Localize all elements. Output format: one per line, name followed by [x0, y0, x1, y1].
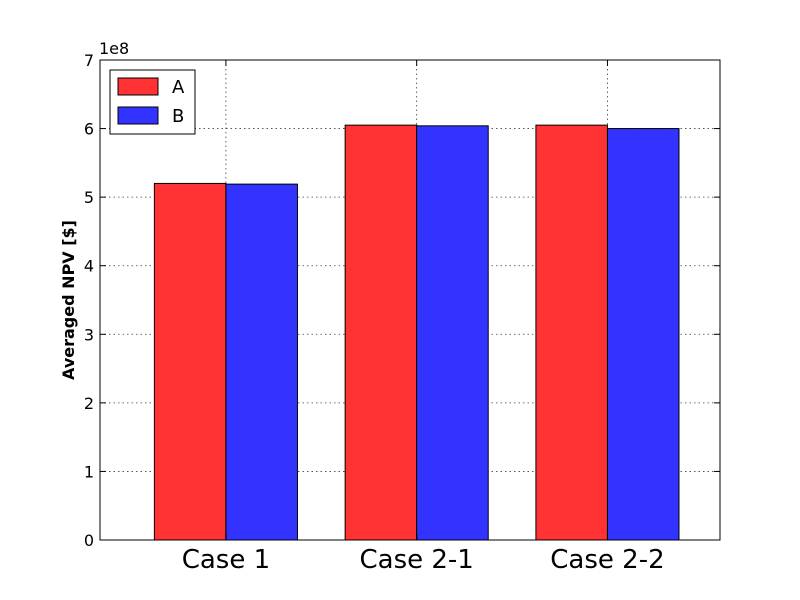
y-tick-label: 5 [84, 188, 94, 207]
legend-swatch-a [117, 77, 159, 96]
y-axis-label: Averaged NPV [$] [59, 220, 78, 380]
legend-label-a: A [172, 77, 185, 98]
x-category-label: Case 1 [182, 545, 270, 575]
legend-swatch-b [117, 106, 159, 125]
y-tick-label: 2 [84, 394, 94, 413]
y-tick-label: 7 [84, 51, 94, 70]
ticks-layer: 0 1 2 3 4 5 6 7 Case 1 Case 2-1 Case 2-2 [84, 51, 720, 575]
bars-layer [153, 124, 680, 541]
bar-a-3 [535, 124, 608, 541]
y-tick-label: 3 [84, 325, 94, 344]
plot-frame [99, 59, 721, 541]
bar-a-2 [344, 124, 418, 541]
x-category-label: Case 2-2 [550, 545, 664, 575]
y-tick-label: 0 [84, 531, 94, 550]
legend: A B [109, 69, 196, 135]
bar-b-1 [225, 183, 298, 541]
y-tick-label: 6 [84, 120, 94, 139]
y-tick-label: 4 [84, 257, 94, 276]
y-tick-label: 1 [84, 462, 94, 481]
legend-label-b: B [172, 106, 184, 127]
bar-b-2 [416, 125, 489, 541]
y-offset-label: 1e8 [99, 39, 129, 58]
x-category-label: Case 2-1 [359, 545, 473, 575]
bar-b-3 [606, 128, 680, 541]
bar-a-1 [153, 182, 227, 541]
